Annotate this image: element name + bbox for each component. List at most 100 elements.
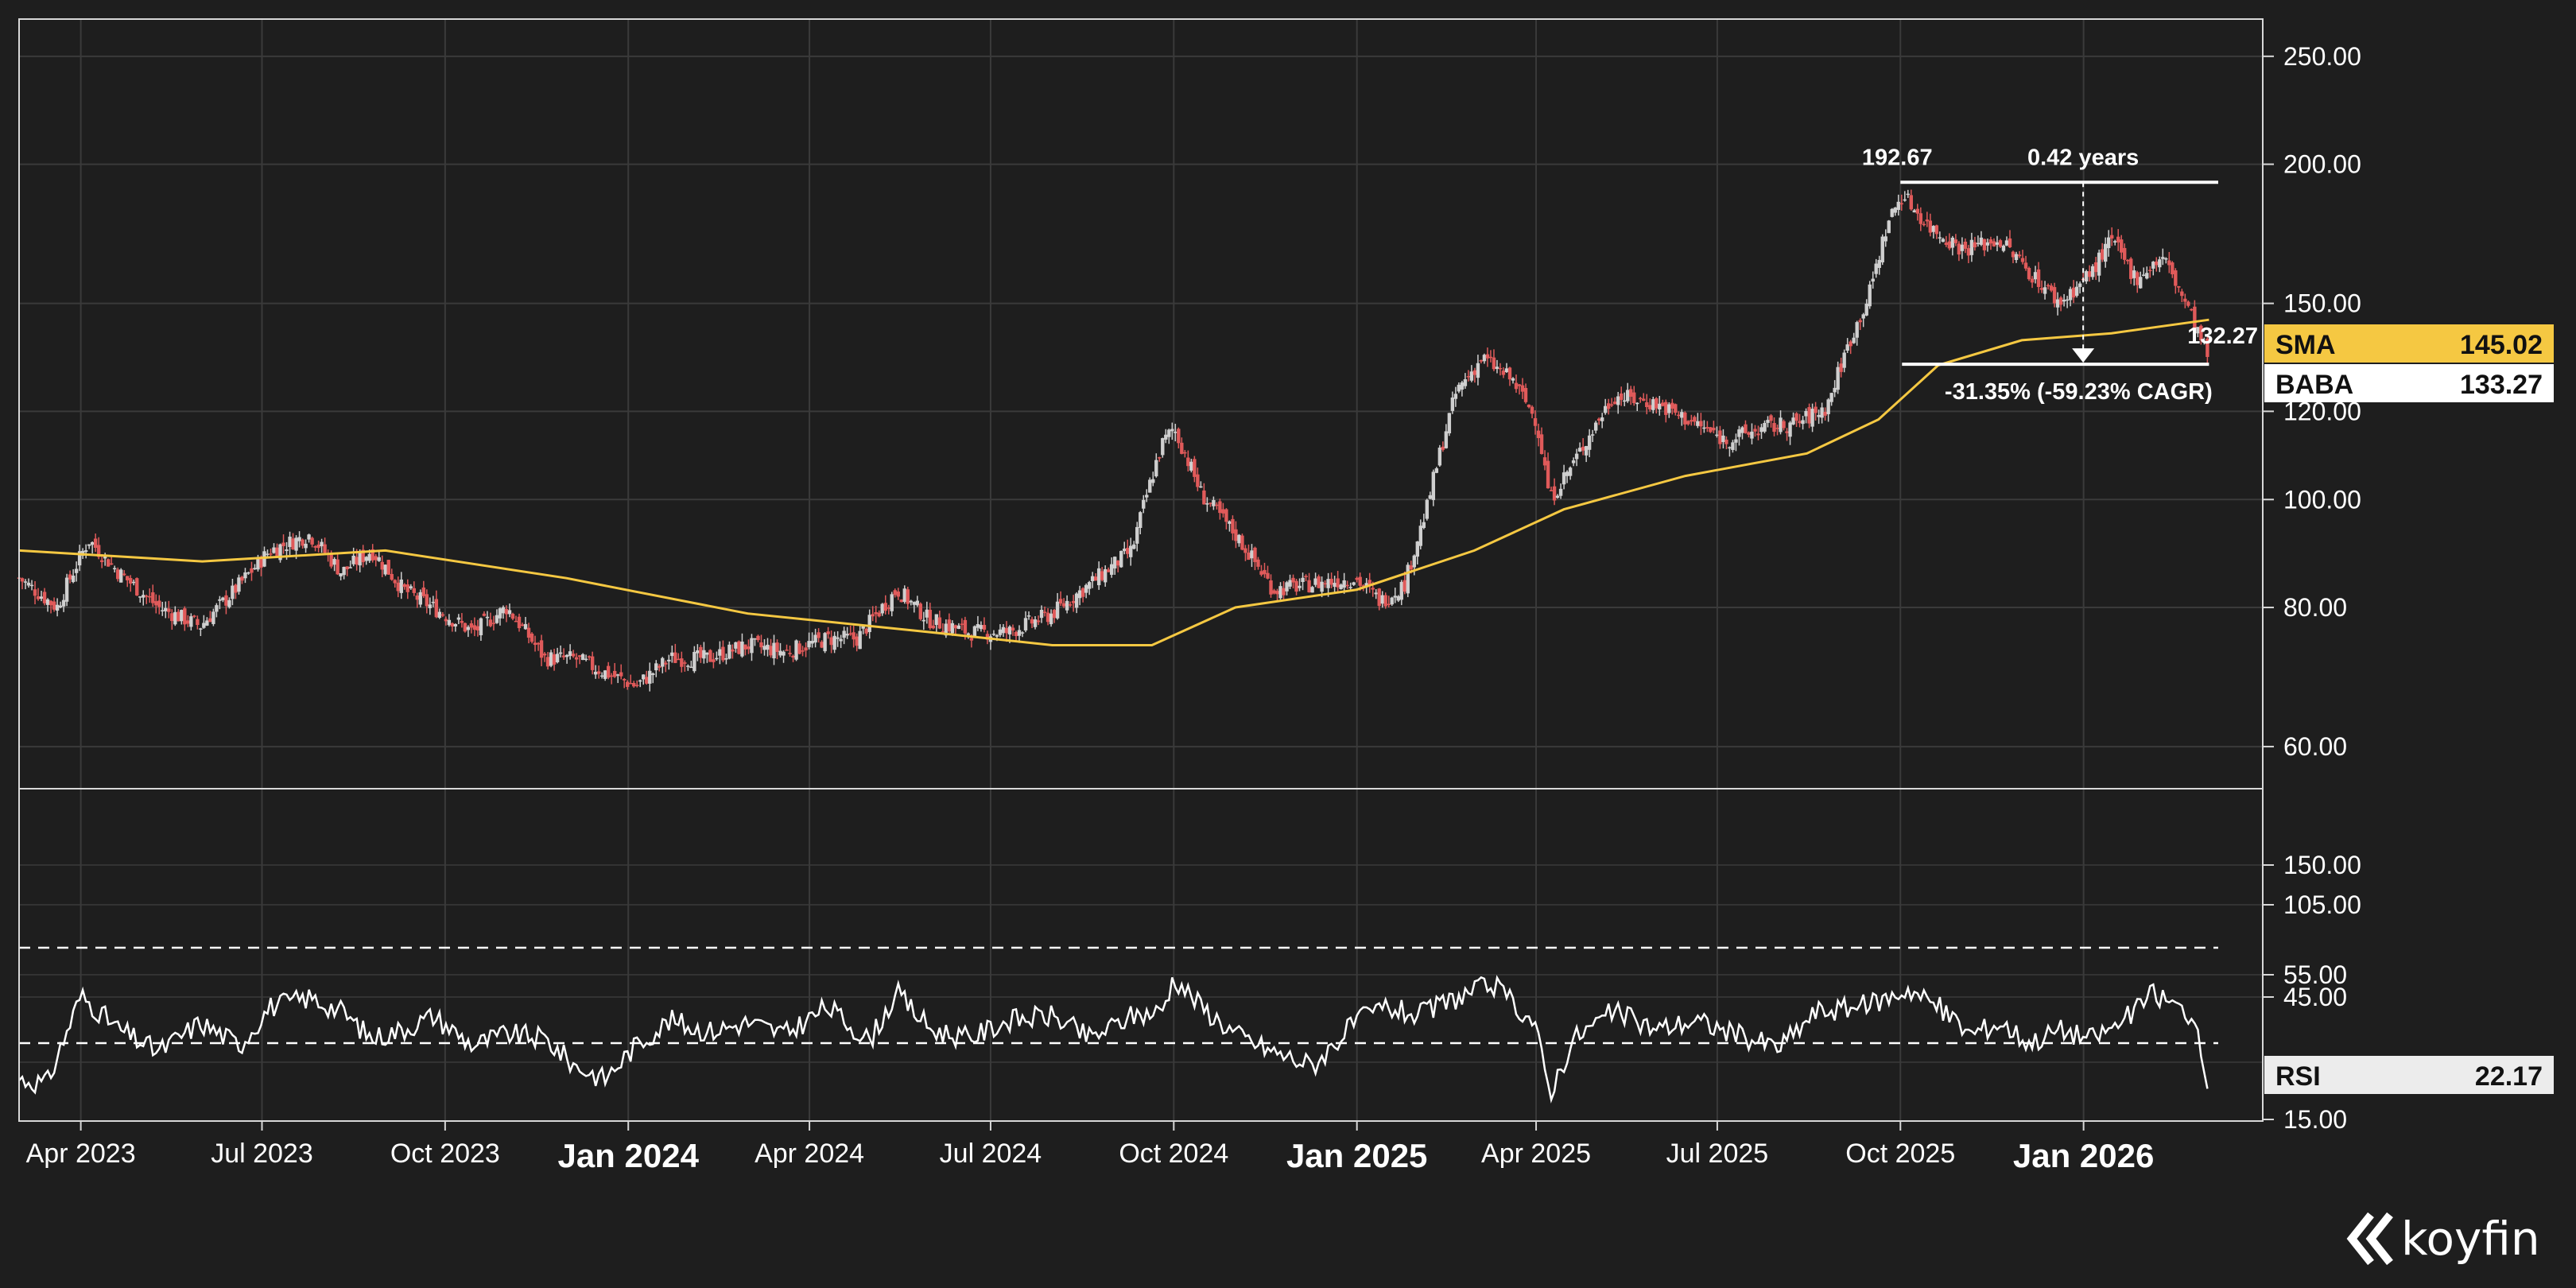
price-y-tick-label: 250.00: [2283, 42, 2361, 71]
candle-body: [485, 616, 490, 619]
candle-body: [1593, 422, 1598, 431]
candle-body: [1061, 603, 1066, 607]
candle-body: [813, 634, 817, 643]
candle-body: [2014, 254, 2019, 260]
candle-body: [99, 560, 104, 562]
rsi-tag-bg: [2264, 1056, 2554, 1094]
candle-body: [87, 544, 91, 546]
candle-body: [561, 655, 566, 658]
candle-body: [734, 642, 738, 649]
candle-body: [2011, 251, 2015, 258]
candle-body: [899, 599, 903, 603]
candle-body: [1820, 407, 1824, 418]
candle-body: [1080, 588, 1085, 597]
candle-body: [1507, 367, 1512, 380]
candle-body: [1747, 432, 1751, 435]
candles: [17, 189, 2209, 692]
candle-body: [1696, 421, 1700, 426]
candle-body: [2062, 299, 2066, 302]
candle-body: [1667, 404, 1671, 413]
candle-body: [1995, 242, 2000, 245]
candle-body: [2183, 298, 2187, 302]
candle-body: [683, 662, 687, 664]
candle-body: [858, 630, 862, 650]
candle-body: [766, 644, 770, 650]
candle-body: [1982, 239, 1987, 250]
candle-body: [2001, 246, 2006, 251]
candle-body: [788, 653, 792, 654]
candle-body: [880, 603, 884, 614]
candle-body: [1167, 429, 1171, 437]
candle-body: [1096, 568, 1101, 586]
candle-body: [2206, 338, 2209, 357]
candle-body: [883, 603, 887, 611]
candle-body: [2174, 270, 2178, 286]
candle-body: [1234, 529, 1238, 541]
candle-body: [1055, 601, 1060, 619]
candle-body: [769, 646, 773, 656]
candle-body: [1833, 387, 1837, 393]
candle-body: [1472, 370, 1477, 375]
candle-body: [1648, 405, 1652, 409]
koyfin-logo[interactable]: koyfin: [2346, 1212, 2540, 1266]
candle-body: [1877, 259, 1881, 268]
candle-body: [797, 643, 801, 654]
candle-body: [145, 596, 149, 597]
candle-body: [1896, 201, 1900, 211]
candle-body: [616, 674, 620, 676]
candle-body: [972, 626, 977, 638]
candle-body: [1600, 417, 1604, 421]
candle-body: [469, 623, 474, 628]
candle-body: [1212, 499, 1216, 506]
candle-body: [460, 620, 464, 623]
candle-body: [2136, 272, 2140, 285]
candle-body: [842, 630, 846, 638]
candle-body: [829, 637, 833, 646]
candle-body: [1482, 355, 1487, 362]
candle-body: [1826, 399, 1830, 414]
candle-body: [1709, 427, 1713, 433]
candle-body: [205, 620, 209, 626]
candle-body: [1186, 457, 1190, 467]
candle-body: [1804, 410, 1808, 417]
candle-body: [542, 654, 547, 656]
candle-body: [275, 547, 279, 557]
candle-body: [2027, 267, 2031, 280]
candle-body: [1291, 577, 1295, 583]
candle-body: [1596, 418, 1601, 421]
candle-body: [1402, 580, 1406, 592]
candle-body: [1071, 600, 1076, 603]
candle-body: [240, 576, 244, 581]
candle-body: [336, 559, 339, 575]
candle-body: [142, 595, 145, 598]
logo-text: koyfin: [2401, 1212, 2540, 1266]
candle-body: [708, 650, 712, 662]
candle-body: [2186, 301, 2190, 306]
x-tick-label: Oct 2025: [1845, 1139, 1955, 1169]
candle-body: [177, 611, 180, 622]
candle-body: [1639, 398, 1643, 400]
candle-body: [1068, 604, 1073, 606]
candle-body: [1884, 236, 1887, 242]
candle-body: [1164, 434, 1168, 440]
rsi-y-tick-label: 15.00: [2283, 1105, 2347, 1134]
x-tick-label: Oct 2023: [390, 1139, 500, 1169]
candle-body: [934, 614, 939, 625]
candle-body: [1326, 579, 1330, 588]
candle-body: [1466, 376, 1471, 378]
candle-body: [1839, 363, 1843, 372]
candle-body: [991, 634, 996, 635]
candle-body: [1444, 431, 1449, 448]
candle-body: [2126, 259, 2130, 262]
candle-body: [667, 659, 671, 661]
candle-body: [1874, 263, 1878, 274]
candle-body: [1371, 588, 1375, 590]
candle-body: [2068, 289, 2073, 301]
baba-tag: BABA 133.27: [2264, 364, 2554, 402]
candle-body: [1925, 219, 1930, 222]
candle-body: [852, 632, 855, 640]
candle-body: [526, 627, 531, 638]
